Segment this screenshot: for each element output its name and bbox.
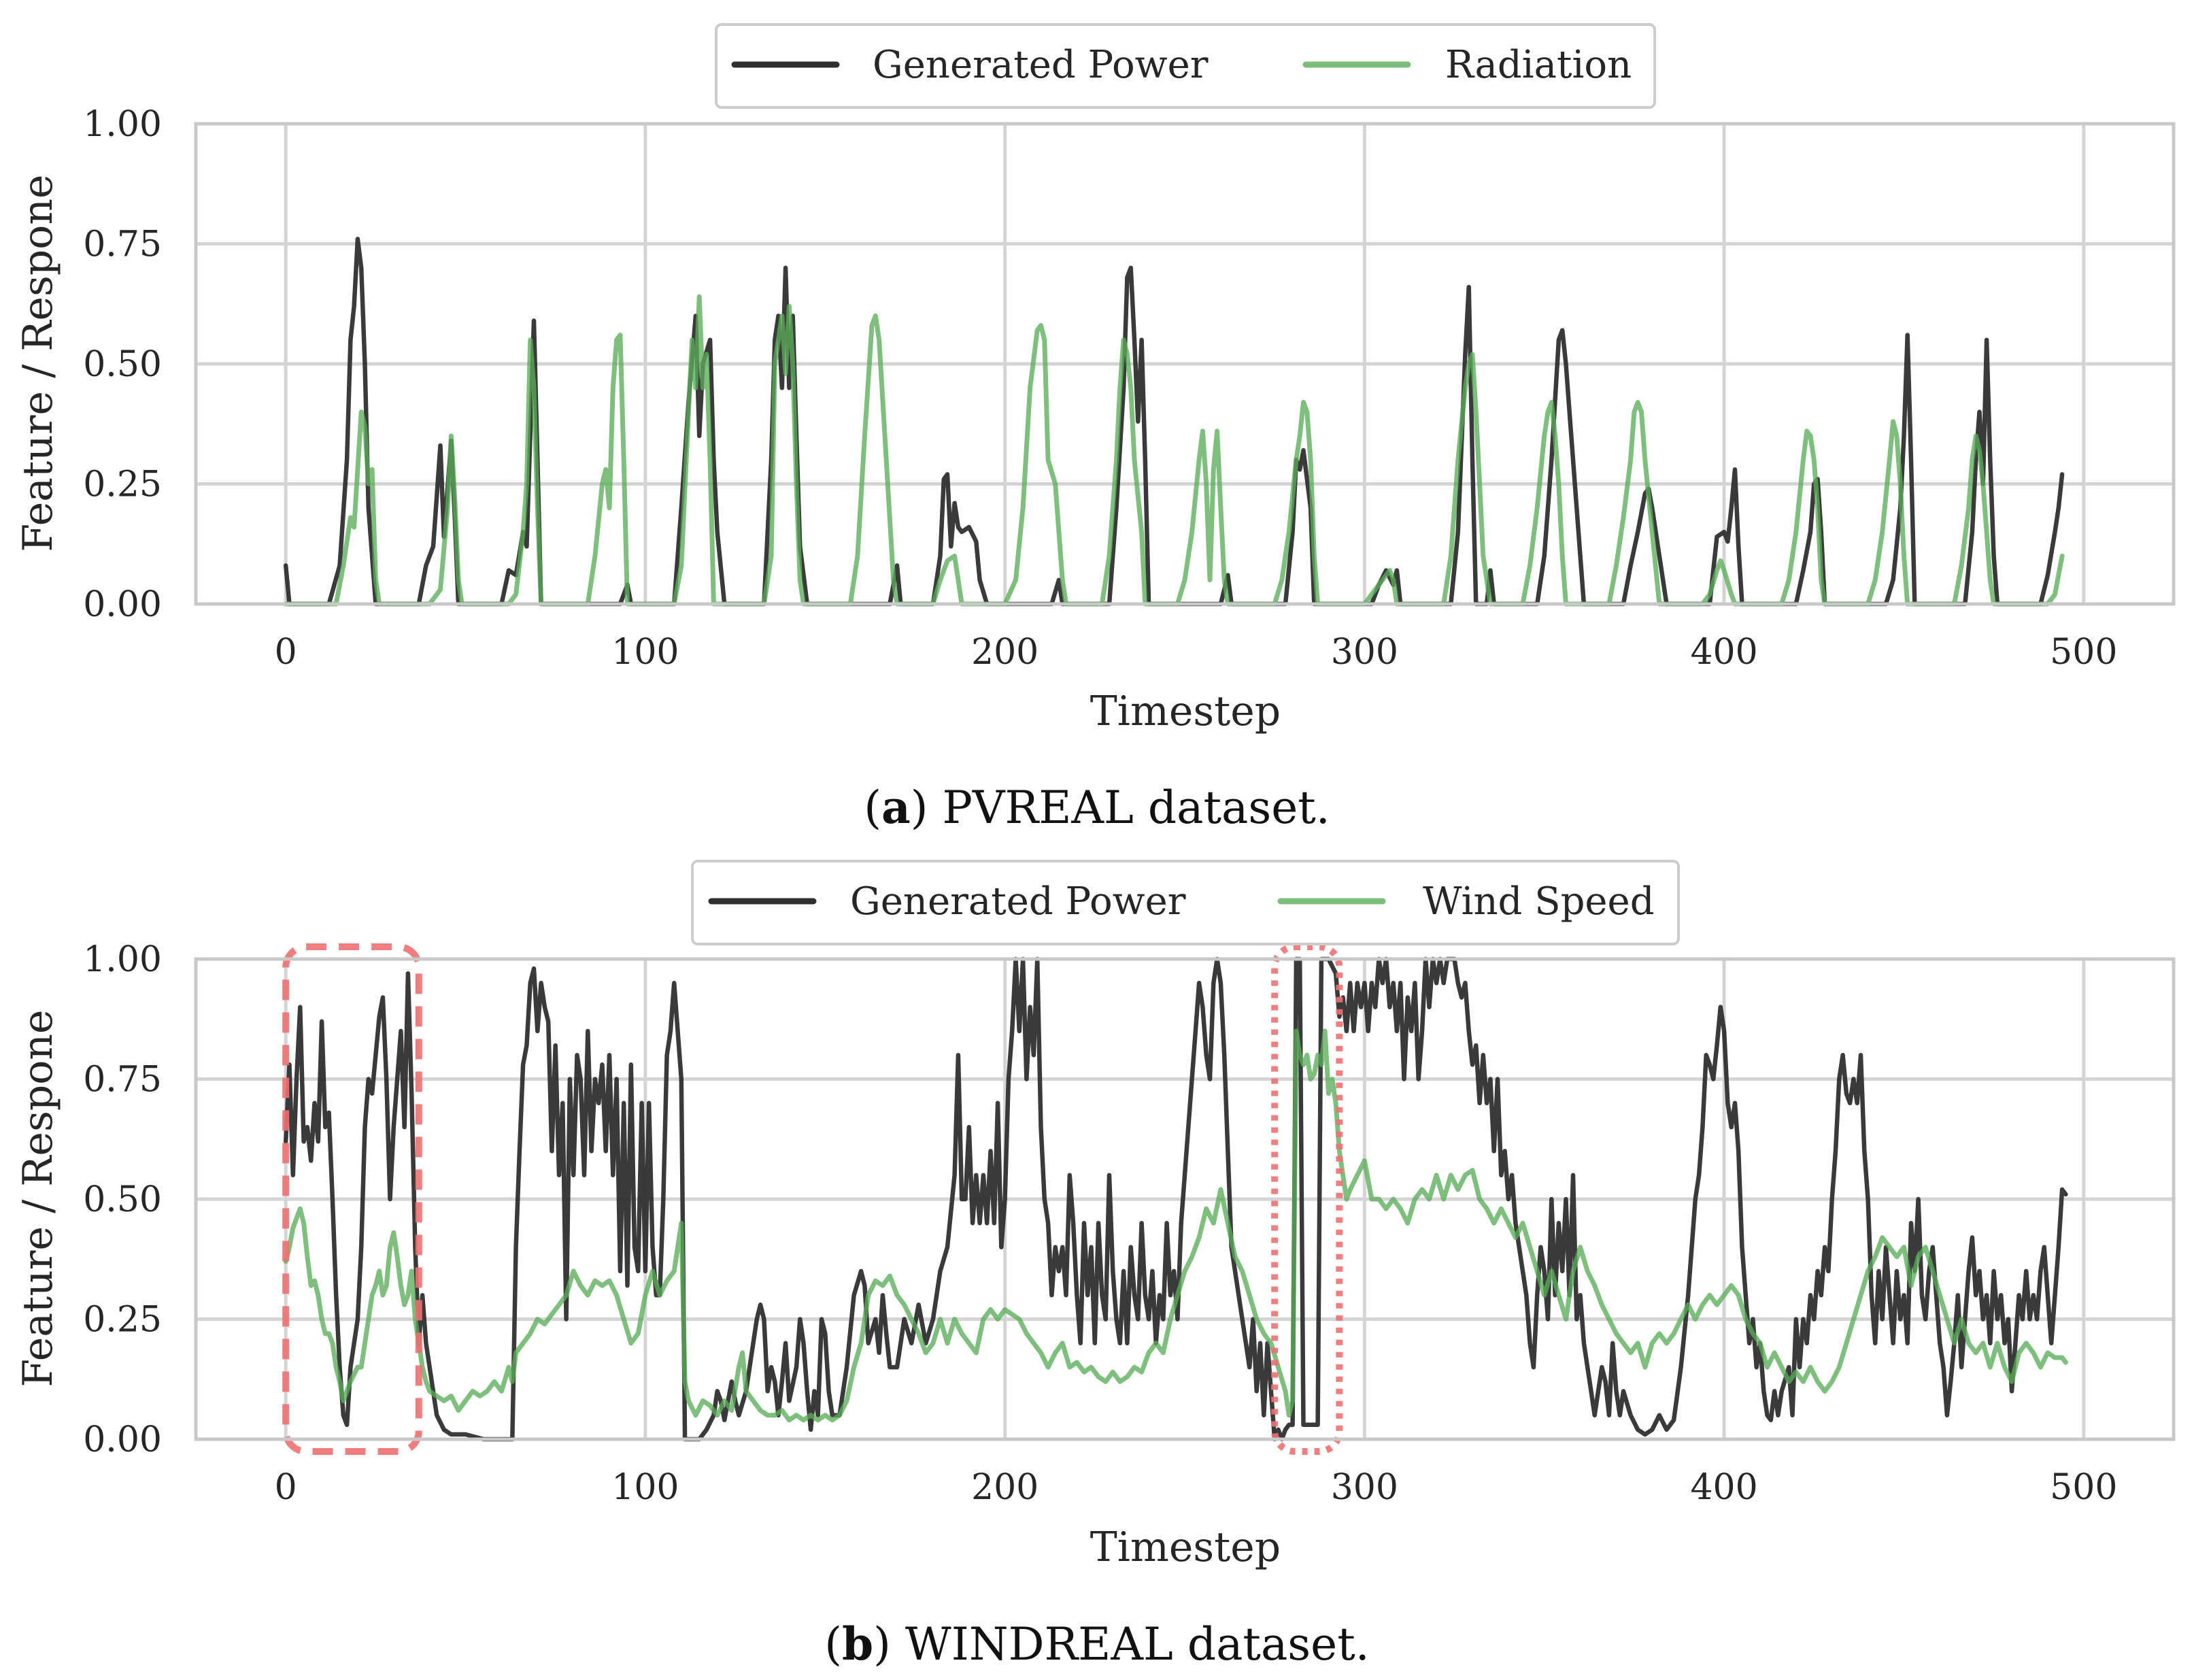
legend-b: Generated Power Wind Speed [691,860,1680,945]
series-line-generated-power [283,956,2068,1442]
y-axis-label-a: Feature / Respone [14,174,62,552]
y-tick-label-2: 0.50 [83,344,162,385]
highlight-region-1 [282,943,422,1455]
series-line-wind-speed [283,1028,2068,1423]
legend-box-a [715,23,1656,109]
x-tick-label-500: 500 [2050,1467,2117,1508]
legend-label-radiation-a: Radiation [1445,43,1632,87]
x-tick-label-200: 200 [971,632,1039,673]
y-tick-label-2: 0.50 [83,1179,162,1220]
lines-b [283,956,2068,1442]
caption-b: (b) WINDREAL dataset. [824,1617,1369,1670]
x-tick-label-0: 0 [275,1467,297,1508]
y-tick-labels-a: 0.00 0.25 0.50 0.75 1.00 [83,104,162,625]
x-axis-label-b: Timestep [1090,1524,1281,1571]
y-tick-label-0: 0.00 [83,584,162,625]
x-axis-label-a: Timestep [1090,688,1281,735]
highlight-regions-b [282,943,1343,1455]
x-tick-label-300: 300 [1331,1467,1398,1508]
grid-a [196,122,2174,606]
x-tick-label-100: 100 [611,1467,679,1508]
x-tick-label-200: 200 [971,1467,1039,1508]
y-tick-label-3: 0.75 [83,1060,162,1101]
panel-b-windreal: 0 100 200 300 400 500 0.00 0.25 0.50 0.75 1.00 Ti… [14,860,2176,1670]
x-tick-labels-b: 0 100 200 300 400 500 [275,1467,2118,1508]
y-tick-label-1: 0.25 [83,465,162,505]
legend-a: Generated Power Radiation [715,23,1656,109]
x-tick-label-100: 100 [611,632,679,673]
series-line-radiation [283,294,2065,607]
y-tick-label-4: 1.00 [83,939,162,980]
x-tick-labels-a: 0 100 200 300 400 500 [275,632,2118,673]
plot-frame-a [194,122,2176,606]
highlight-region-2 [1271,943,1343,1455]
y-tick-label-4: 1.00 [83,104,162,145]
legend-box-b [691,860,1680,945]
caption-text-a: PVREAL dataset. [942,782,1330,834]
legend-label-wind-speed-b: Wind Speed [1423,879,1655,924]
x-tick-label-0: 0 [275,632,297,673]
x-tick-label-400: 400 [1690,1467,1757,1508]
x-tick-label-300: 300 [1331,632,1398,673]
y-tick-labels-b: 0.00 0.25 0.50 0.75 1.00 [83,939,162,1460]
legend-label-generated-power-a: Generated Power [873,43,1209,87]
x-tick-label-400: 400 [1690,632,1757,673]
y-tick-label-0: 0.00 [83,1419,162,1460]
legend-label-generated-power-b: Generated Power [850,879,1186,924]
caption-letter-b: b [842,1617,873,1670]
y-tick-label-3: 0.75 [83,224,162,265]
caption-a: (a) PVREAL dataset. [864,781,1330,834]
plot-frame-b [194,957,2176,1441]
caption-text-b: WINDREAL dataset. [905,1618,1370,1670]
x-tick-label-500: 500 [2050,632,2117,673]
lines-a [283,237,2065,607]
caption-letter-a: a [881,781,911,834]
y-axis-label-b: Feature / Respone [14,1009,62,1387]
panel-a-pvreal: 0 100 200 300 400 500 0.00 0.25 0.50 0.75 1.00 Ti… [14,23,2176,834]
y-tick-label-1: 0.25 [83,1300,162,1341]
